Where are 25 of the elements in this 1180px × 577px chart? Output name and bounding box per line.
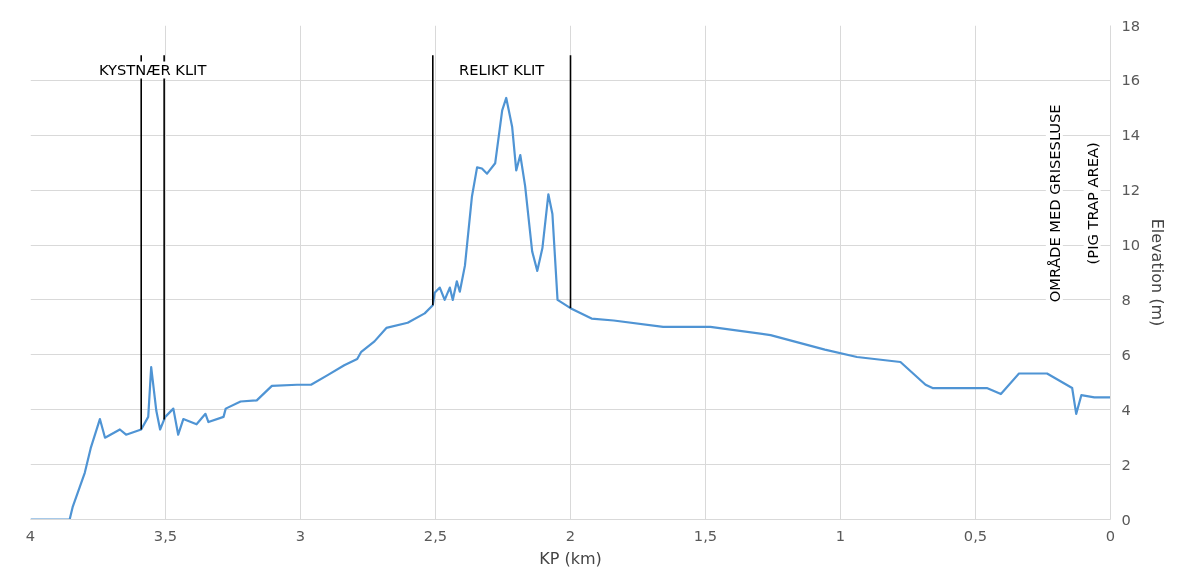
y-tick-label: 10 bbox=[1121, 236, 1141, 254]
x-axis-title: KP (km) bbox=[539, 548, 602, 568]
x-tick-label: 0,5 bbox=[963, 526, 988, 544]
y-tick-label: 12 bbox=[1121, 181, 1141, 199]
annotation: (PIG TRAP AREA) bbox=[1083, 142, 1101, 265]
x-tick-label: 1,5 bbox=[693, 526, 718, 544]
x-tick-label: 0 bbox=[1105, 526, 1116, 544]
y-tick-label: 2 bbox=[1121, 455, 1131, 473]
x-tick-label: 3,5 bbox=[153, 526, 178, 544]
y-axis-title: Elevation (m) bbox=[1148, 218, 1168, 327]
annotation: OMRÅDE MED GRISESLUSE bbox=[1045, 104, 1063, 303]
x-tick-label: 2 bbox=[565, 526, 576, 544]
y-tick-label: 14 bbox=[1121, 126, 1141, 144]
x-tick-label: 4 bbox=[25, 526, 36, 544]
annotation: KYSTNÆR KLIT bbox=[98, 61, 207, 79]
y-tick-label: 6 bbox=[1121, 345, 1131, 363]
annotation: RELIKT KLIT bbox=[459, 61, 545, 79]
x-tick-label: 2,5 bbox=[423, 526, 448, 544]
y-tick-label: 0 bbox=[1121, 510, 1131, 528]
x-tick-label: 3 bbox=[295, 526, 306, 544]
y-tick-label: 16 bbox=[1121, 71, 1141, 89]
y-tick-label: 8 bbox=[1121, 290, 1131, 308]
x-tick-label: 1 bbox=[835, 526, 846, 544]
y-tick-label: 18 bbox=[1121, 16, 1141, 34]
y-tick-label: 4 bbox=[1121, 400, 1131, 418]
